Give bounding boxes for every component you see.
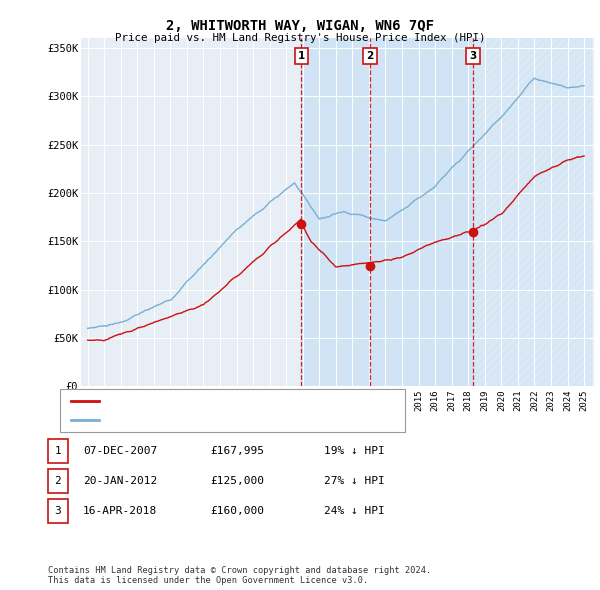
Text: Price paid vs. HM Land Registry's House Price Index (HPI): Price paid vs. HM Land Registry's House … (115, 33, 485, 43)
Text: 16-APR-2018: 16-APR-2018 (83, 506, 157, 516)
Text: 07-DEC-2007: 07-DEC-2007 (83, 446, 157, 455)
Text: £160,000: £160,000 (210, 506, 264, 516)
Text: HPI: Average price, detached house, Wigan: HPI: Average price, detached house, Wiga… (104, 415, 344, 425)
Text: Contains HM Land Registry data © Crown copyright and database right 2024.
This d: Contains HM Land Registry data © Crown c… (48, 566, 431, 585)
Bar (301, 38, 370, 386)
Text: 20-JAN-2012: 20-JAN-2012 (83, 476, 157, 486)
Text: 27% ↓ HPI: 27% ↓ HPI (324, 476, 385, 486)
Text: 1: 1 (55, 446, 61, 455)
Text: 2: 2 (55, 476, 61, 486)
Text: 1: 1 (298, 51, 305, 61)
Text: 3: 3 (55, 506, 61, 516)
Text: £125,000: £125,000 (210, 476, 264, 486)
Text: 24% ↓ HPI: 24% ↓ HPI (324, 506, 385, 516)
Text: 3: 3 (469, 51, 476, 61)
Text: 2: 2 (366, 51, 373, 61)
Bar (370, 38, 473, 386)
Text: 2, WHITWORTH WAY, WIGAN, WN6 7QF: 2, WHITWORTH WAY, WIGAN, WN6 7QF (166, 19, 434, 33)
Bar (473, 38, 592, 386)
Text: 2, WHITWORTH WAY, WIGAN, WN6 7QF (detached house): 2, WHITWORTH WAY, WIGAN, WN6 7QF (detach… (104, 396, 392, 406)
Text: 19% ↓ HPI: 19% ↓ HPI (324, 446, 385, 455)
Text: £167,995: £167,995 (210, 446, 264, 455)
